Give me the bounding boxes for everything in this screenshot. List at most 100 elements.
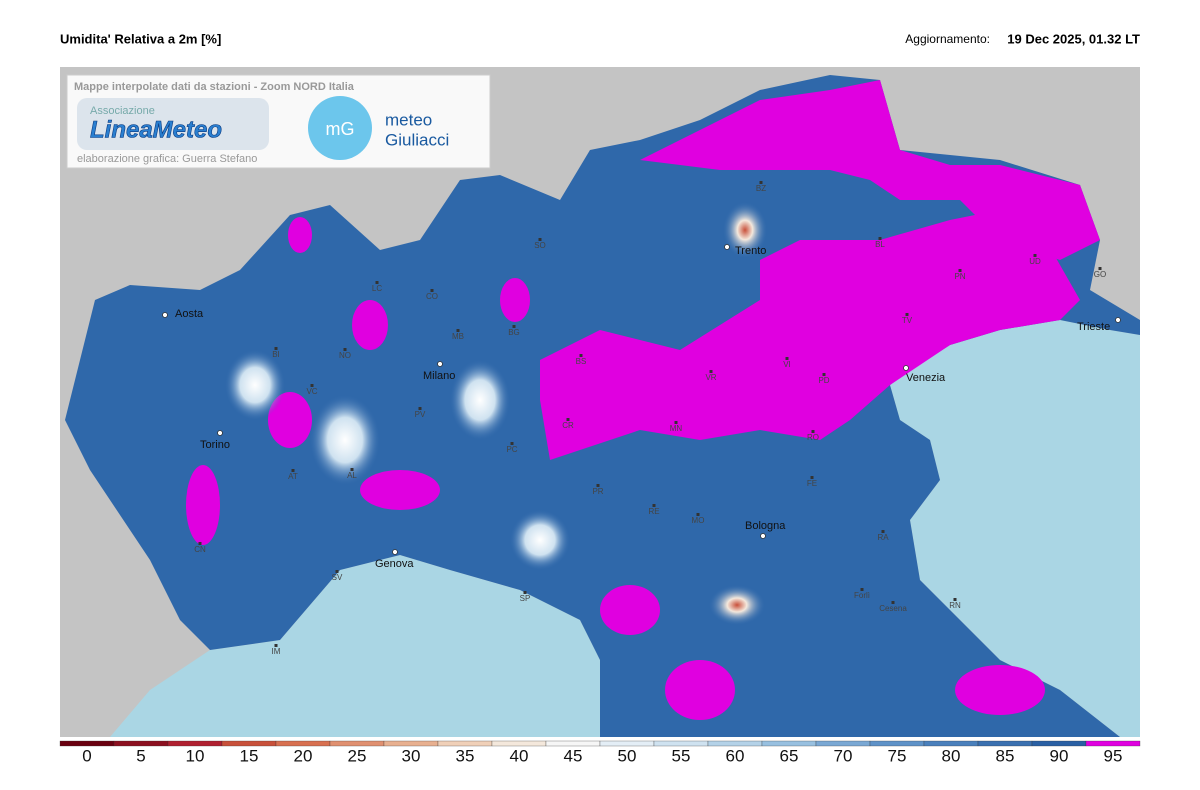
city-dot xyxy=(903,365,909,371)
province-dot xyxy=(310,384,314,387)
province-dot xyxy=(1033,254,1037,257)
high-humidity xyxy=(186,80,1100,720)
low-humidity xyxy=(310,395,380,485)
city-dot xyxy=(760,533,766,539)
colorbar-segment xyxy=(923,740,979,747)
colorbar-segment xyxy=(59,740,115,747)
province-dot xyxy=(566,418,570,421)
colorbar-segment xyxy=(653,740,709,747)
province-label: VI xyxy=(783,360,791,369)
province-label: RO xyxy=(807,433,819,442)
province-label: RA xyxy=(877,533,889,542)
low-humidity xyxy=(225,350,285,420)
province-label: BG xyxy=(508,328,520,337)
province-label: IM xyxy=(272,647,281,656)
low-humidity xyxy=(709,585,765,625)
province-label: Cesena xyxy=(879,604,907,613)
province-dot xyxy=(538,238,542,241)
province-label: SO xyxy=(534,241,546,250)
province-dot xyxy=(523,591,527,594)
province-label: CO xyxy=(426,292,438,301)
colorbar-segment xyxy=(599,740,655,747)
credits-author: elaborazione grafica: Guerra Stefano xyxy=(77,153,257,165)
province-dot xyxy=(430,289,434,292)
colorbar-segment xyxy=(1085,740,1141,747)
colorbar-segment xyxy=(869,740,925,747)
province-label: PV xyxy=(415,410,426,419)
colorbar-segment xyxy=(815,740,871,747)
colorbar-segment xyxy=(275,740,331,747)
logo-meteo: meteo xyxy=(385,110,432,129)
city-label: Bologna xyxy=(745,520,786,532)
colorbar-tick-label: 5 xyxy=(136,746,145,765)
province-label: FE xyxy=(807,479,817,488)
province-dot xyxy=(811,430,815,433)
colorbar-tick-label: 70 xyxy=(834,746,853,765)
colorbar: 0 5 10 15 20 25 30 35 40 45 50 55 60 65 70 75 80 85 90 95 xyxy=(59,740,1141,765)
province-label: MB xyxy=(452,332,464,341)
province-dot xyxy=(335,570,339,573)
province-label: Forlì xyxy=(854,591,870,600)
province-dot xyxy=(822,373,826,376)
colorbar-segment xyxy=(491,740,547,747)
city-label: Aosta xyxy=(175,308,204,320)
title: Umidita' Relativa a 2m [%] xyxy=(60,31,221,46)
colorbar-segment xyxy=(545,740,601,747)
province-dot xyxy=(953,598,957,601)
province-dot xyxy=(596,484,600,487)
colorbar-segment xyxy=(977,740,1033,747)
colorbar-segment xyxy=(167,740,223,747)
province-dot xyxy=(810,476,814,479)
province-label: AT xyxy=(288,472,298,481)
colorbar-tick-label: 15 xyxy=(240,746,259,765)
province-label: PR xyxy=(592,487,603,496)
colorbar-tick-label: 95 xyxy=(1104,746,1123,765)
colorbar-tick-label: 55 xyxy=(672,746,691,765)
colorbar-segment xyxy=(329,740,385,747)
colorbar-segment xyxy=(113,740,169,747)
province-dot xyxy=(456,329,460,332)
province-label: LC xyxy=(372,284,382,293)
province-label: BI xyxy=(272,350,280,359)
colorbar-tick-label: 35 xyxy=(456,746,475,765)
province-label: AL xyxy=(347,471,357,480)
logo-giuliacci: Giuliacci xyxy=(385,130,449,149)
city-dot xyxy=(437,361,443,367)
low-humidity xyxy=(723,202,767,258)
province-label: PC xyxy=(506,445,517,454)
province-dot xyxy=(696,513,700,516)
sea xyxy=(890,320,1140,737)
colorbar-tick-label: 75 xyxy=(888,746,907,765)
colorbar-tick-label: 10 xyxy=(186,746,205,765)
province-label: VR xyxy=(705,373,716,382)
province-dot xyxy=(510,442,514,445)
province-dot xyxy=(905,313,909,316)
province-dot xyxy=(891,601,895,604)
province-label: RN xyxy=(949,601,961,610)
province-dot xyxy=(652,504,656,507)
colorbar-tick-label: 40 xyxy=(510,746,529,765)
city-dot xyxy=(392,549,398,555)
province-dot xyxy=(579,354,583,357)
city-label: Venezia xyxy=(906,372,946,384)
province-dot xyxy=(1098,267,1102,270)
province-dot xyxy=(878,237,882,240)
province-label: GO xyxy=(1094,270,1106,279)
province-label: MN xyxy=(670,424,683,433)
province-label: SV xyxy=(332,573,343,582)
logo-mg: mG xyxy=(326,119,355,139)
province-dot xyxy=(350,468,354,471)
province-label: NO xyxy=(339,351,351,360)
city-label: Trento xyxy=(735,245,766,257)
province-dot xyxy=(759,181,763,184)
credits-box: Mappe interpolate dati da stazioni - Zoo… xyxy=(66,74,491,169)
province-dot xyxy=(512,325,516,328)
province-label: RE xyxy=(648,507,659,516)
province-dot xyxy=(958,269,962,272)
colorbar-tick-label: 65 xyxy=(780,746,799,765)
colorbar-tick-label: 20 xyxy=(294,746,313,765)
province-label: SP xyxy=(520,594,531,603)
logo-association: Associazione xyxy=(90,105,155,117)
province-dot xyxy=(343,348,347,351)
colorbar-tick-label: 80 xyxy=(942,746,961,765)
